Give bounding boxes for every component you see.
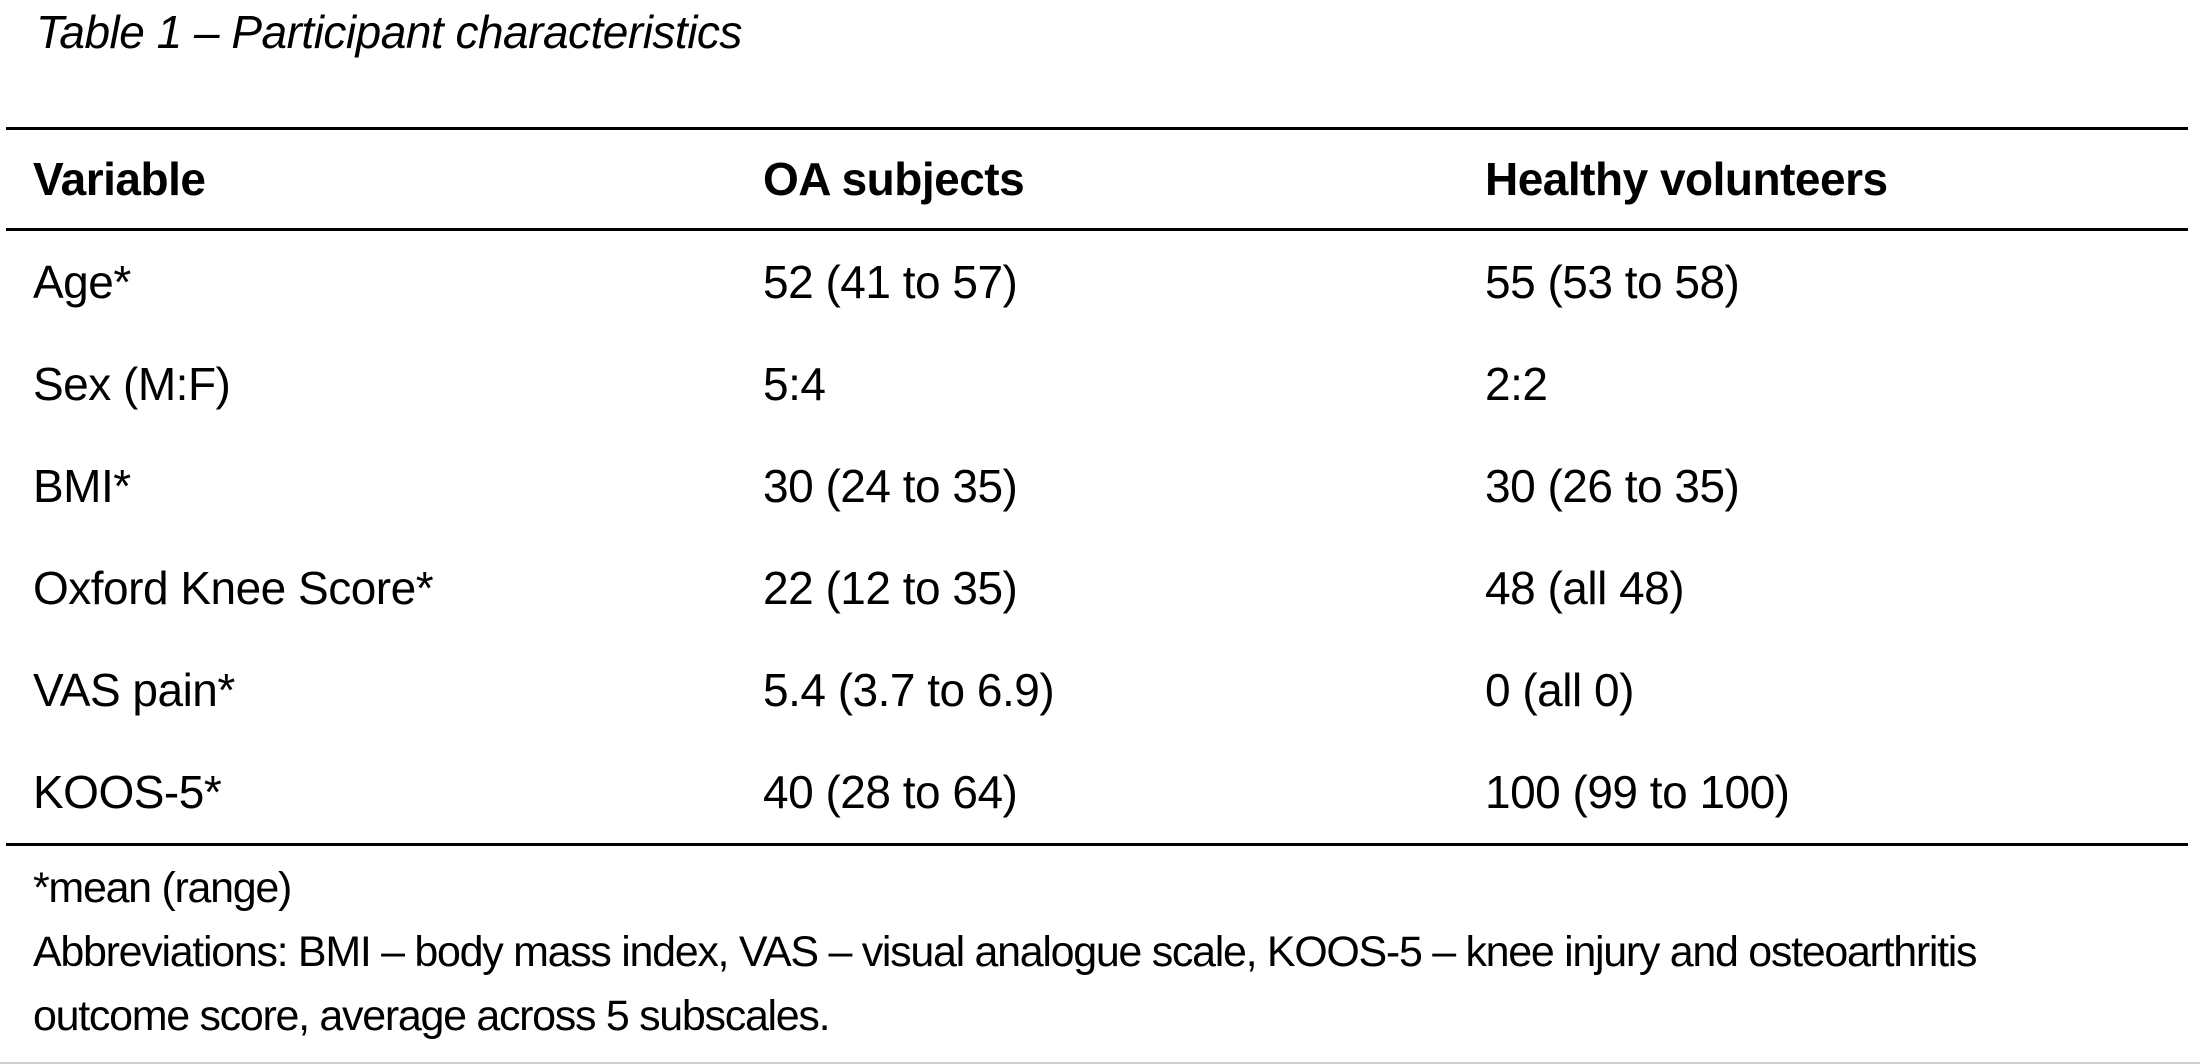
row-healthy-volunteers-value: 0 (all 0) xyxy=(1485,664,1634,716)
row-oa-subjects-value: 52 (41 to 57) xyxy=(763,256,1018,308)
row-oa-subjects-value: 5:4 xyxy=(763,358,826,410)
row-healthy-volunteers-value: 30 (26 to 35) xyxy=(1485,460,1740,512)
table-title: Table 1 – Participant characteristics xyxy=(36,6,742,58)
table-row: BMI* 30 (24 to 35) 30 (26 to 35) xyxy=(6,435,2188,537)
participant-characteristics-table: Variable OA subjects Healthy volunteers … xyxy=(6,127,2188,846)
row-healthy-volunteers-value: 2:2 xyxy=(1485,358,1548,410)
row-variable-label: Sex (M:F) xyxy=(33,358,231,410)
row-oa-subjects-value: 30 (24 to 35) xyxy=(763,460,1018,512)
table-row: Sex (M:F) 5:4 2:2 xyxy=(6,333,2188,435)
column-header-oa-subjects: OA subjects xyxy=(763,153,1025,205)
row-healthy-volunteers-value: 48 (all 48) xyxy=(1485,562,1685,614)
table-row: Oxford Knee Score* 22 (12 to 35) 48 (all… xyxy=(6,537,2188,639)
row-variable-label: Oxford Knee Score* xyxy=(33,562,434,614)
column-header-healthy-volunteers: Healthy volunteers xyxy=(1485,153,1888,205)
footnote-abbreviations-line2: outcome score, average across 5 subscale… xyxy=(33,992,831,1040)
table-footnotes: *mean (range) Abbreviations: BMI – body … xyxy=(33,856,1978,1048)
row-oa-subjects-value: 22 (12 to 35) xyxy=(763,562,1018,614)
table-body: Age* 52 (41 to 57) 55 (53 to 58) Sex (M:… xyxy=(6,231,2188,843)
column-header-variable: Variable xyxy=(33,153,206,205)
page-bottom-edge-line xyxy=(0,1062,2200,1064)
row-healthy-volunteers-value: 100 (99 to 100) xyxy=(1485,766,1790,818)
table-row: VAS pain* 5.4 (3.7 to 6.9) 0 (all 0) xyxy=(6,639,2188,741)
footnote-abbreviations-line1: Abbreviations: BMI – body mass index, VA… xyxy=(33,928,1978,976)
row-variable-label: Age* xyxy=(33,256,131,308)
row-healthy-volunteers-value: 55 (53 to 58) xyxy=(1485,256,1740,308)
row-oa-subjects-value: 5.4 (3.7 to 6.9) xyxy=(763,664,1055,716)
row-variable-label: BMI* xyxy=(33,460,131,512)
footnote-mean-range: *mean (range) xyxy=(33,864,292,912)
row-variable-label: VAS pain* xyxy=(33,664,235,716)
table-row: KOOS-5* 40 (28 to 64) 100 (99 to 100) xyxy=(6,741,2188,843)
table-header-row: Variable OA subjects Healthy volunteers xyxy=(6,130,2188,231)
table-row: Age* 52 (41 to 57) 55 (53 to 58) xyxy=(6,231,2188,333)
row-variable-label: KOOS-5* xyxy=(33,766,222,818)
row-oa-subjects-value: 40 (28 to 64) xyxy=(763,766,1018,818)
